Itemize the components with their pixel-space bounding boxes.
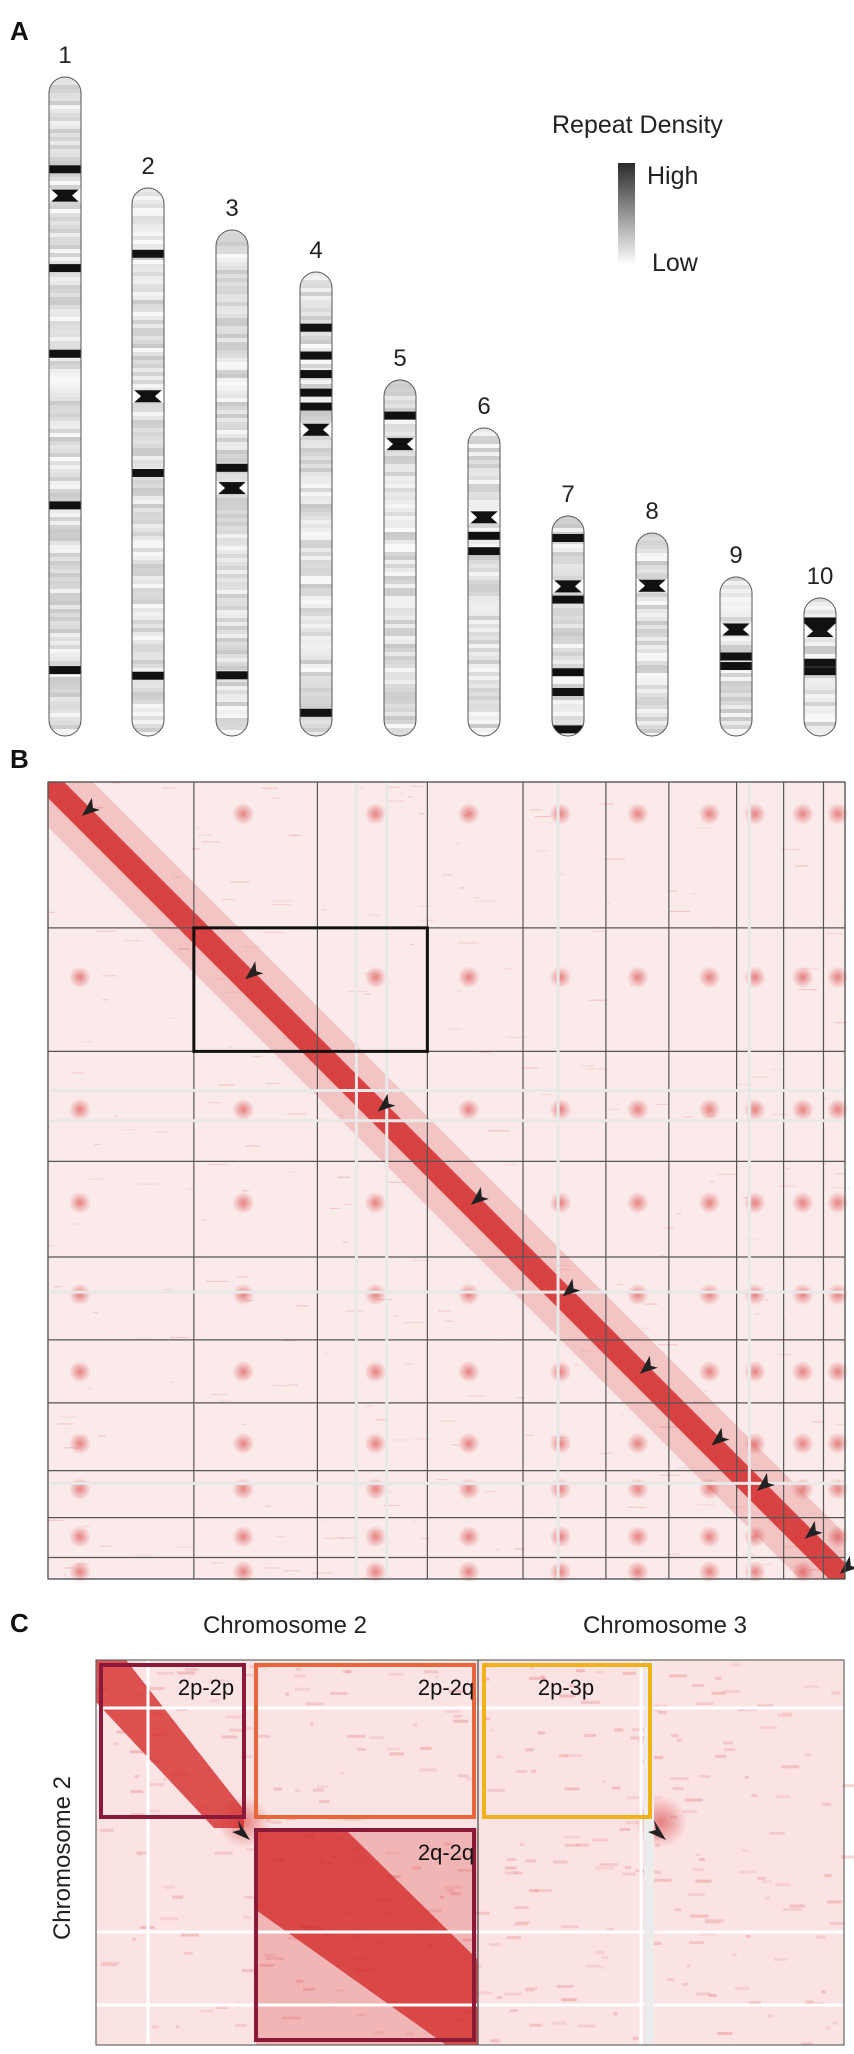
chromosome-label: 6 bbox=[477, 393, 490, 420]
chromosome-2: 2 bbox=[131, 153, 165, 737]
heterochromatin-band bbox=[804, 658, 836, 667]
chromosome-label: 10 bbox=[807, 563, 834, 590]
centromere-arrowhead bbox=[377, 1093, 396, 1112]
heterochromatin-band bbox=[468, 531, 500, 540]
heterochromatin-band bbox=[132, 671, 164, 680]
heterochromatin-band bbox=[216, 463, 248, 472]
region-box-2p-2p bbox=[99, 1663, 246, 1819]
centromere-arrowhead bbox=[562, 1278, 581, 1297]
centromere-arrowhead bbox=[648, 1820, 666, 1840]
chromosome-label: 4 bbox=[309, 237, 322, 264]
centromere-arrowhead bbox=[81, 797, 100, 816]
centromere bbox=[383, 435, 393, 454]
legend-color-bar bbox=[618, 163, 635, 265]
genome-wide-contact-map bbox=[47, 781, 854, 1583]
chromosome-label: 5 bbox=[393, 345, 406, 372]
panel-label-b: B bbox=[10, 744, 29, 774]
region-label: 2p-2q bbox=[418, 1675, 474, 1700]
centromere-arrowhead bbox=[756, 1472, 775, 1491]
centromere bbox=[215, 479, 225, 498]
legend-title: Repeat Density bbox=[552, 111, 723, 139]
row-label-chromosome-2: Chromosome 2 bbox=[49, 1776, 76, 1940]
legend-low-label: Low bbox=[652, 249, 699, 277]
centromere bbox=[719, 620, 729, 639]
centromere bbox=[299, 420, 309, 439]
centromere-arrowhead bbox=[639, 1355, 658, 1374]
centromere-arrowhead bbox=[470, 1186, 489, 1205]
heterochromatin-band bbox=[720, 652, 752, 661]
region-box-2p-2q bbox=[254, 1663, 476, 1819]
heterochromatin-band bbox=[132, 249, 164, 258]
heterochromatin-band bbox=[300, 388, 332, 397]
chromosome-10: 10 bbox=[803, 563, 837, 737]
col-label-chromosome-3: Chromosome 3 bbox=[583, 1612, 747, 1639]
heterochromatin-band bbox=[300, 708, 332, 717]
region-label: 2p-3p bbox=[538, 1675, 594, 1700]
zoom-region-box bbox=[192, 926, 429, 1053]
region-box-2p-3p bbox=[482, 1663, 652, 1819]
chromosome-label: 2 bbox=[141, 153, 154, 180]
centromere bbox=[803, 622, 813, 641]
heterochromatin-band bbox=[49, 349, 81, 358]
heterochromatin-band bbox=[49, 666, 81, 675]
heterochromatin-band bbox=[216, 671, 248, 680]
heterochromatin-band bbox=[300, 402, 332, 411]
chromosome-label: 8 bbox=[645, 498, 658, 525]
heterochromatin-band bbox=[49, 501, 81, 510]
centromere bbox=[635, 576, 645, 595]
centromere bbox=[467, 508, 477, 527]
heterochromatin-band bbox=[552, 668, 584, 677]
heterochromatin-band bbox=[720, 662, 752, 671]
panel-label-c: C bbox=[10, 1608, 29, 1638]
heterochromatin-band bbox=[300, 351, 332, 360]
region-box-2q-2q bbox=[254, 1828, 476, 2042]
heterochromatin-band bbox=[49, 165, 81, 174]
centromere-arrowhead bbox=[804, 1520, 823, 1539]
repeat-density-legend: Repeat Density High Low bbox=[552, 111, 723, 277]
heterochromatin-band bbox=[804, 667, 836, 676]
chromosome-6: 6 bbox=[467, 393, 501, 737]
heterochromatin-band bbox=[552, 534, 584, 542]
chromosome-label: 1 bbox=[58, 42, 71, 69]
heterochromatin-band bbox=[300, 323, 332, 332]
chromosome-label: 3 bbox=[225, 195, 238, 222]
heterochromatin-band bbox=[132, 468, 164, 477]
karyotype-ideogram: 1 2 3 4 5 6 7 8 9 10 bbox=[48, 42, 837, 737]
chromosome-label: 9 bbox=[729, 542, 742, 569]
region-label: 2p-2p bbox=[178, 1675, 234, 1700]
panel-label-a: A bbox=[10, 16, 29, 46]
chromosome-7: 7 bbox=[551, 481, 585, 737]
centromere-arrowhead bbox=[711, 1427, 730, 1446]
chromosome-1: 1 bbox=[48, 42, 82, 737]
chromosome-5: 5 bbox=[383, 345, 417, 737]
chromosome-8: 8 bbox=[635, 498, 669, 737]
centromere bbox=[48, 186, 58, 205]
legend-high-label: High bbox=[647, 162, 698, 190]
heterochromatin-band bbox=[49, 264, 81, 273]
heterochromatin-band bbox=[552, 725, 584, 734]
heterochromatin-band bbox=[804, 617, 836, 626]
heterochromatin-band bbox=[468, 547, 500, 556]
heterochromatin-band bbox=[552, 595, 584, 604]
chromosome-4: 4 bbox=[299, 237, 333, 737]
heterochromatin-band bbox=[300, 370, 332, 379]
centromere bbox=[131, 387, 141, 406]
centromere-arrowhead bbox=[839, 1555, 854, 1574]
chromosome-9: 9 bbox=[719, 542, 753, 737]
centromere-arrowhead bbox=[232, 1820, 250, 1840]
region-label: 2q-2q bbox=[418, 1840, 474, 1865]
col-label-chromosome-2: Chromosome 2 bbox=[203, 1612, 367, 1639]
chromosome-label: 7 bbox=[561, 481, 574, 508]
centromere bbox=[551, 577, 561, 596]
chromosome-3: 3 bbox=[215, 195, 249, 737]
heterochromatin-band bbox=[552, 688, 584, 696]
zoomed-contact-map: 2p-2p 2p-2q 2p-3p 2q-2q bbox=[95, 1659, 854, 2046]
heterochromatin-band bbox=[384, 411, 416, 420]
centromere-arrowhead bbox=[245, 961, 264, 980]
